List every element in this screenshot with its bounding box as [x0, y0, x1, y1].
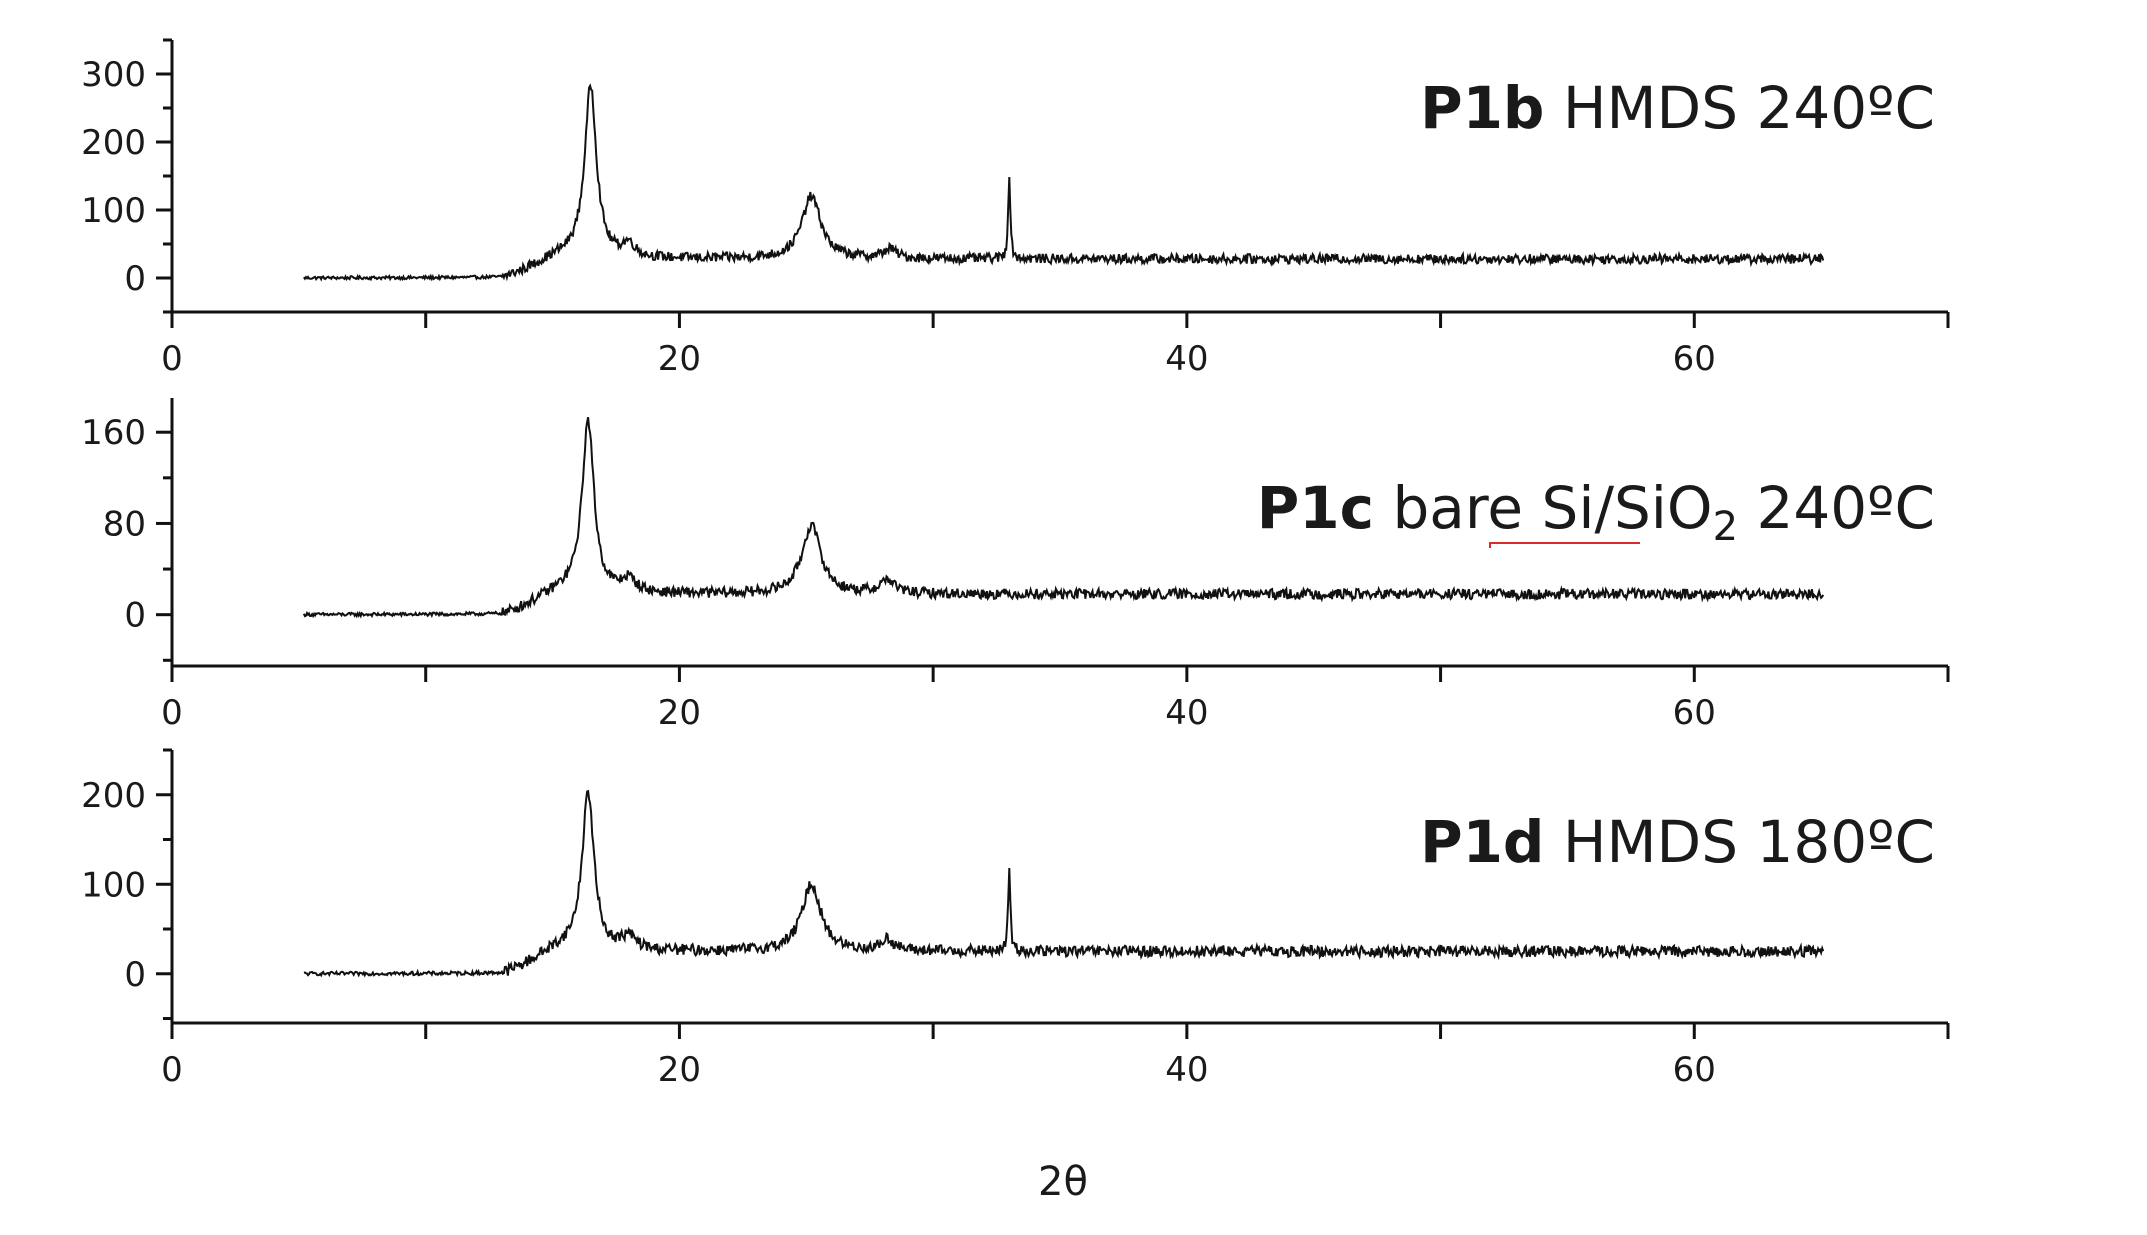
panel-title-sample: P1b — [1420, 74, 1544, 142]
y-tick-label: 100 — [81, 191, 146, 231]
x-tick-label: 0 — [161, 1050, 183, 1090]
panel-title-subscript: 2 — [1713, 504, 1738, 550]
x-tick-label: 20 — [658, 1050, 701, 1090]
y-tick-label: 200 — [81, 123, 146, 163]
panel-2: 0 20 40 60 0 100 200 P1d HMDS 180ºC — [81, 748, 1950, 1090]
spellcheck-underline — [1489, 542, 1640, 548]
panel-title-condition: HMDS 180ºC — [1544, 808, 1935, 876]
x-tick-label: 20 — [658, 339, 701, 379]
panel-title-condition: bare Si/SiO — [1374, 474, 1713, 542]
panel-title-temperature: 240ºC — [1738, 474, 1935, 542]
panel-title: P1d HMDS 180ºC — [1420, 808, 1935, 876]
y-tick-label: 100 — [81, 865, 146, 905]
panel-title: P1c bare Si/SiO2 240ºC — [1257, 474, 1935, 550]
x-tick-label: 40 — [1165, 693, 1208, 733]
series-line — [303, 789, 1825, 978]
y-tick-label: 200 — [81, 776, 146, 816]
series-line — [302, 417, 1825, 619]
y-tick-label: 300 — [81, 55, 146, 95]
panel-0: 0 20 40 60 0 100 200 300 P1b HMDS 240ºC — [81, 38, 1950, 379]
x-tick-label: 0 — [161, 339, 183, 379]
y-tick-label: 0 — [124, 259, 146, 299]
panel-1: 0 20 40 60 0 80 160 P1c bare Si/SiO2 240ºC — [81, 398, 1950, 733]
x-tick-label: 60 — [1673, 693, 1716, 733]
y-tick-label: 80 — [103, 504, 146, 544]
x-tick-label: 60 — [1673, 1050, 1716, 1090]
x-tick-label: 40 — [1165, 1050, 1208, 1090]
y-tick-label: 0 — [124, 596, 146, 636]
x-tick-label: 60 — [1673, 339, 1716, 379]
y-tick-label: 160 — [81, 413, 146, 453]
x-tick-label: 20 — [658, 693, 701, 733]
panel-title: P1b HMDS 240ºC — [1420, 74, 1935, 142]
x-axis-label: 2θ — [1038, 1159, 1088, 1205]
panel-title-sample: P1d — [1420, 808, 1544, 876]
panel-title-sample: P1c — [1257, 474, 1374, 542]
x-tick-label: 40 — [1165, 339, 1208, 379]
x-tick-label: 0 — [161, 693, 183, 733]
panel-title-condition: HMDS 240ºC — [1544, 74, 1935, 142]
y-tick-label: 0 — [124, 955, 146, 995]
series-line — [303, 83, 1825, 282]
